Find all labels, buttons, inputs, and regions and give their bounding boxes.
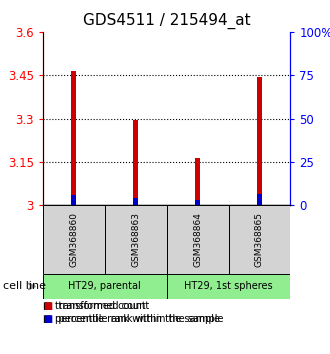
Text: percentile rank within the sample: percentile rank within the sample xyxy=(55,314,220,324)
Text: ■  transformed count: ■ transformed count xyxy=(43,301,149,311)
Bar xyxy=(195,158,200,205)
Bar xyxy=(167,205,228,274)
Text: cell line: cell line xyxy=(3,281,46,291)
Bar xyxy=(71,71,76,205)
Bar xyxy=(133,198,138,205)
Title: GDS4511 / 215494_at: GDS4511 / 215494_at xyxy=(83,13,250,29)
Bar xyxy=(43,274,167,299)
Bar xyxy=(71,195,76,205)
Bar xyxy=(105,205,167,274)
Text: GSM368865: GSM368865 xyxy=(255,212,264,267)
Text: transformed count: transformed count xyxy=(55,301,146,311)
Bar xyxy=(43,205,105,274)
Bar xyxy=(195,200,200,205)
Bar xyxy=(257,77,262,205)
Bar xyxy=(167,274,290,299)
Text: GSM368863: GSM368863 xyxy=(131,212,140,267)
Text: HT29, parental: HT29, parental xyxy=(68,281,141,291)
Text: HT29, 1st spheres: HT29, 1st spheres xyxy=(184,281,273,291)
Text: ■: ■ xyxy=(43,301,52,311)
Bar xyxy=(257,194,262,205)
Bar xyxy=(228,205,290,274)
Bar xyxy=(133,120,138,205)
Text: GSM368864: GSM368864 xyxy=(193,212,202,267)
Text: ■  percentile rank within the sample: ■ percentile rank within the sample xyxy=(43,314,223,324)
Text: GSM368860: GSM368860 xyxy=(69,212,78,267)
Text: ■: ■ xyxy=(43,314,52,324)
